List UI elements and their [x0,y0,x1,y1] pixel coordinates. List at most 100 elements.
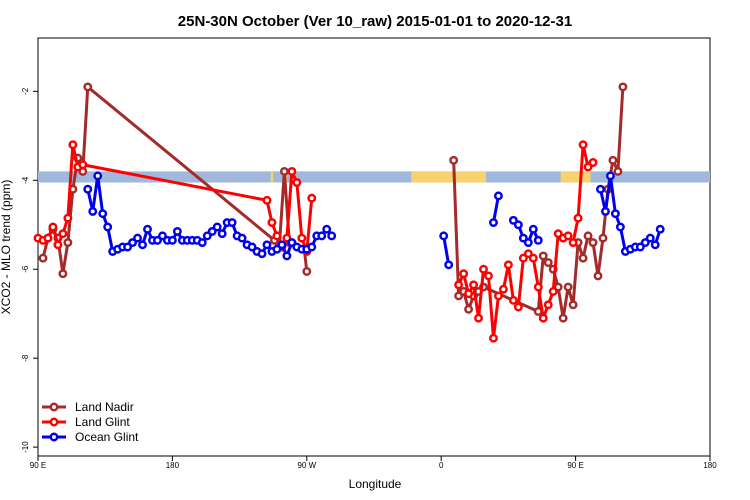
land-glint-point [533,282,543,292]
legend-ocean-glint-label: Ocean Glint [75,430,139,444]
land-glint-point [513,302,523,312]
ocean-glint-point [257,249,267,259]
ocean-glint-point [650,240,660,250]
land-glint-point [287,166,297,176]
ocean-glint-point [138,240,147,250]
land-glint-point [568,238,578,248]
land-nadir-point [302,267,312,276]
ocean-glint-point [167,235,177,245]
land-nadir-point [563,282,573,292]
plot-frame [37,37,711,457]
ocean-glint-point [322,224,332,234]
land-glint-point [493,291,503,301]
ocean-glint-point [93,171,103,181]
x-axis: 90 E 180 90 W 0 90 E 180 [30,456,717,470]
x-tick-label: 0 [439,461,444,470]
land-glint-point [474,313,483,323]
land-nadir-point [449,155,459,165]
band-land-span [411,171,486,183]
legend-land-nadir-label: Land Nadir [75,400,134,414]
land-glint-point [454,280,464,290]
ocean-glint-point [513,220,523,230]
band-land-span [560,171,591,183]
land-glint-point [292,178,302,187]
ocean-glint-point [197,238,207,248]
ocean-glint-point [143,224,152,234]
ocean-glint-point [88,206,98,216]
land-glint-point [548,287,558,296]
y-tick-label: -8 [21,354,30,362]
y-axis: -10 -8 -6 -4 -2 [21,87,38,453]
legend-ocean-glint-marker [49,432,59,442]
ocean-glint-point [307,242,317,252]
x-tick-label: 90 E [30,461,46,470]
ocean-glint-point [489,218,498,227]
land-glint-point [307,193,317,203]
band-ocean [38,171,710,183]
ocean-glint-point [655,224,665,234]
land-glint-point [68,140,78,150]
land-glint-point [503,260,513,270]
land-nadir-point [593,271,603,281]
ocean-glint-point [103,222,113,232]
ocean-glint-point [277,240,287,250]
ocean-glint-point [610,209,620,219]
land-glint-point [578,140,588,150]
ocean-glint-point [493,191,503,201]
land-nadir-point [618,82,628,92]
ocean-glint-point [327,231,337,241]
land-nadir-point [538,251,548,261]
ocean-glint-point [605,171,615,181]
land-glint-point [262,195,272,205]
land-glint-point [459,269,469,279]
land-nadir-point [598,233,608,243]
land-glint-point [543,300,553,310]
land-glint-point [538,313,548,323]
land-glint-point [484,271,493,281]
land-glint-point [48,222,58,232]
x-axis-label: Longitude [349,477,402,491]
land-glint-point [573,213,583,223]
land-glint-point [43,233,53,243]
land-glint-point [489,333,498,343]
land-nadir-point [83,82,93,92]
land-nadir-point [543,258,553,268]
land-glint-point [272,231,282,241]
ocean-glint-point [533,235,543,245]
land-nadir-point [568,300,578,310]
land-glint-point [469,280,479,290]
land-nadir-point [588,238,598,248]
legend-land-nadir-marker [49,402,59,412]
ocean-glint-point [596,184,605,194]
land-nadir-point [38,253,48,263]
ocean-glint-point [212,222,222,232]
y-tick-label: -4 [21,176,30,184]
land-glint-point [297,233,307,243]
ocean-glint-point [262,240,272,250]
ocean-glint-point [83,184,93,194]
y-tick-label: -2 [21,87,30,95]
ocean-glint-point [444,260,454,270]
land-nadir-point [63,238,73,248]
ocean-glint-point [601,206,610,216]
ocean-glint-point [133,233,143,243]
series-layer [33,82,665,343]
ocean-glint-point [227,218,237,227]
ocean-glint-point [282,251,292,261]
land-glint-point [464,289,474,299]
x-tick-label: 180 [166,461,180,470]
ocean-glint-point [98,209,108,219]
x-tick-label: 180 [703,461,717,470]
land-glint-point [78,160,88,170]
ocean-glint-point [172,226,182,236]
ocean-glint-line [442,235,451,266]
land-nadir-point [578,253,588,263]
ocean-glint-line [491,195,500,223]
land-glint-point [267,218,277,227]
land-nadir-point [279,166,289,176]
x-tick-label: 90 W [297,461,316,470]
y-axis-label: XCO2 - MLO trend (ppm) [0,180,13,315]
y-tick-label: -6 [21,265,30,273]
